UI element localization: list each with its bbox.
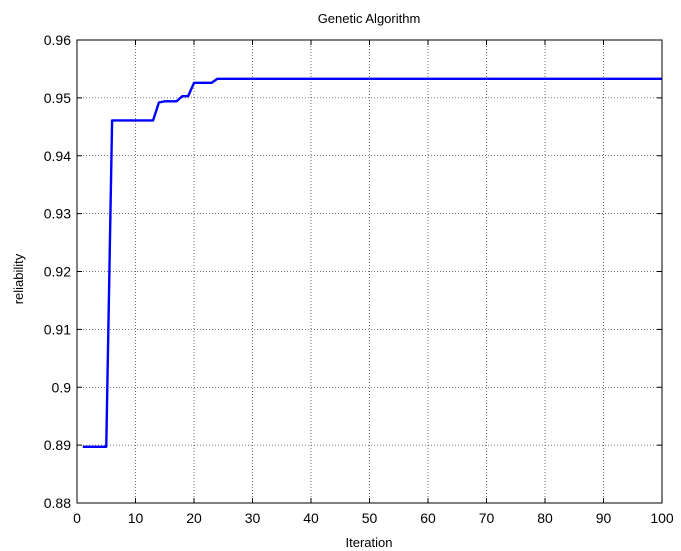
x-tick-label: 70 — [479, 510, 495, 526]
y-tick-label: 0.91 — [44, 321, 71, 337]
y-tick-label: 0.89 — [44, 437, 71, 453]
x-tick-label: 10 — [128, 510, 144, 526]
y-tick-label: 0.94 — [44, 148, 71, 164]
grid-lines — [77, 40, 662, 503]
x-tick-label: 90 — [596, 510, 612, 526]
x-tick-label: 50 — [362, 510, 378, 526]
x-tick-label: 30 — [245, 510, 261, 526]
chart-title: Genetic Algorithm — [318, 11, 421, 26]
x-tick-label: 100 — [650, 510, 674, 526]
y-tick-label: 0.92 — [44, 264, 71, 280]
x-axis-tick-labels: 0 10 20 30 40 50 60 70 80 90 100 — [73, 510, 674, 526]
y-axis-label: reliability — [11, 253, 26, 304]
x-axis-label: Iteration — [346, 535, 393, 550]
y-tick-label: 0.9 — [52, 379, 72, 395]
x-tick-label: 80 — [537, 510, 553, 526]
series-layer — [82, 77, 662, 449]
x-tick-label: 20 — [186, 510, 202, 526]
y-tick-label: 0.93 — [44, 206, 71, 222]
y-tick-label: 0.88 — [44, 495, 71, 511]
x-tick-label: 60 — [420, 510, 436, 526]
y-tick-label: 0.95 — [44, 90, 71, 106]
axis-ticks — [76, 39, 663, 504]
y-tick-label: 0.96 — [44, 32, 71, 48]
x-tick-label: 40 — [303, 510, 319, 526]
x-tick-label: 0 — [73, 510, 81, 526]
series-line — [82, 77, 662, 449]
y-axis-tick-labels: 0.88 0.89 0.9 0.91 0.92 0.93 0.94 0.95 0.96 — [44, 32, 71, 511]
